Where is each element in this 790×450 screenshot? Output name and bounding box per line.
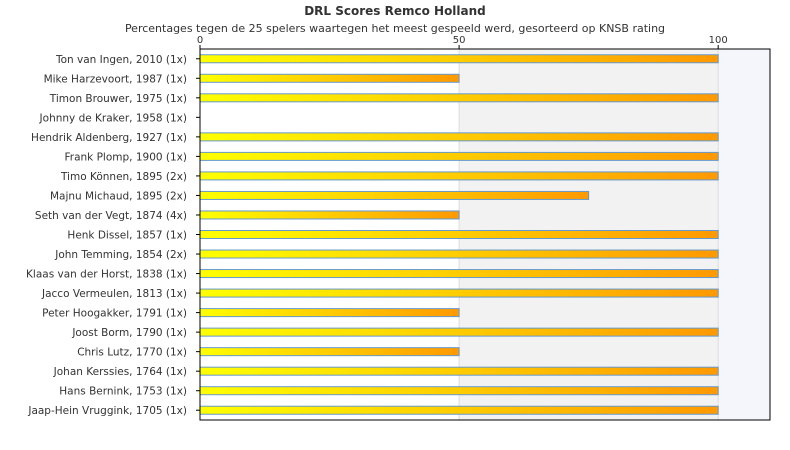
category-label: Jacco Vermeulen, 1813 (1x) bbox=[41, 288, 187, 300]
bar bbox=[199, 386, 719, 396]
category-label: Peter Hoogakker, 1791 (1x) bbox=[42, 308, 187, 320]
plot-band bbox=[718, 49, 770, 420]
x-tick-label: 50 bbox=[453, 35, 466, 46]
category-label: Timo Können, 1895 (2x) bbox=[60, 171, 187, 183]
bar bbox=[199, 249, 719, 259]
category-label: Hans Bernink, 1753 (1x) bbox=[59, 386, 187, 398]
bar bbox=[199, 132, 719, 142]
x-tick-label: 0 bbox=[197, 35, 203, 46]
bar bbox=[199, 171, 719, 181]
category-label: Henk Dissel, 1857 (1x) bbox=[67, 230, 187, 242]
bar bbox=[199, 190, 590, 200]
bar bbox=[199, 54, 719, 64]
bar bbox=[199, 405, 719, 415]
category-label: Seth van der Vegt, 1874 (4x) bbox=[35, 210, 187, 222]
category-label: Johnny de Kraker, 1958 (1x) bbox=[39, 112, 187, 124]
category-label: Joost Borm, 1790 (1x) bbox=[71, 327, 187, 339]
x-axis-ticks: 0 50 100 bbox=[197, 35, 728, 49]
bar bbox=[199, 347, 460, 357]
bar bbox=[199, 151, 719, 161]
bar bbox=[199, 230, 719, 239]
bar bbox=[199, 366, 719, 376]
chart-title: DRL Scores Remco Holland bbox=[304, 4, 486, 18]
x-tick-label: 100 bbox=[709, 35, 728, 46]
bar-series bbox=[199, 54, 719, 415]
bar bbox=[199, 210, 460, 220]
bar bbox=[199, 269, 719, 279]
category-label: Majnu Michaud, 1895 (2x) bbox=[50, 190, 187, 202]
category-label: Mike Harzevoort, 1987 (1x) bbox=[44, 73, 187, 85]
category-label: Ton van Ingen, 2010 (1x) bbox=[55, 54, 187, 66]
bar bbox=[199, 327, 719, 337]
y-axis-labels: Ton van Ingen, 2010 (1x) Mike Harzevoort,… bbox=[26, 54, 200, 417]
category-label: Johan Kerssies, 1764 (1x) bbox=[53, 366, 187, 378]
chart-subtitle: Percentages tegen de 25 spelers waartege… bbox=[124, 22, 666, 35]
bar bbox=[199, 288, 719, 298]
category-label: Hendrik Aldenberg, 1927 (1x) bbox=[31, 132, 187, 144]
category-label: Frank Plomp, 1900 (1x) bbox=[65, 151, 188, 163]
category-label: Jaap-Hein Vruggink, 1705 (1x) bbox=[27, 405, 187, 417]
category-label: Chris Lutz, 1770 (1x) bbox=[77, 347, 187, 359]
category-label: John Temming, 1854 (2x) bbox=[54, 249, 187, 261]
bar bbox=[199, 93, 719, 103]
category-label: Klaas van der Horst, 1838 (1x) bbox=[26, 269, 187, 281]
bar bbox=[199, 73, 460, 83]
category-label: Timon Brouwer, 1975 (1x) bbox=[49, 93, 187, 105]
bar bbox=[199, 308, 460, 318]
